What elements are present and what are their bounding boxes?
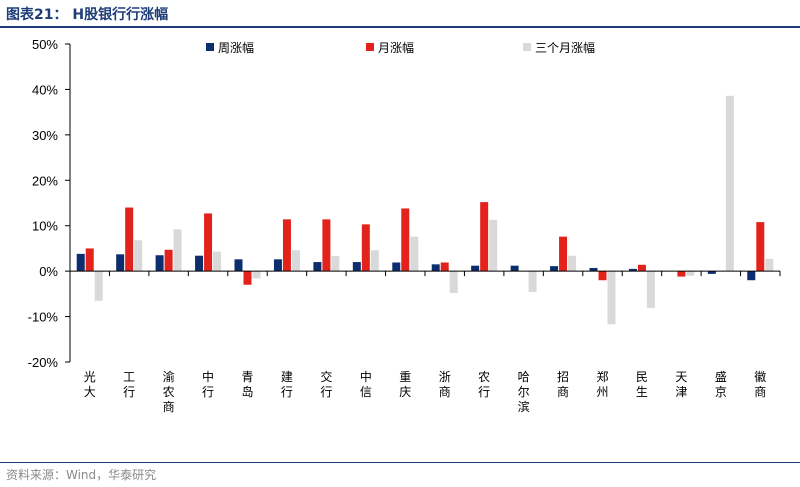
- category-label: 郑州: [596, 369, 608, 399]
- bar: [273, 259, 282, 272]
- category-label: 招商: [557, 370, 569, 399]
- legend-label: 周涨幅: [218, 40, 254, 55]
- bar: [568, 255, 577, 272]
- category-label: 哈尔滨: [518, 370, 530, 414]
- bar: [480, 202, 489, 272]
- category-label: 中行: [202, 369, 214, 399]
- category-label: 工行: [123, 370, 135, 399]
- y-tick-label: -10%: [28, 310, 59, 325]
- bar: [677, 271, 686, 277]
- bar: [125, 207, 134, 272]
- title-divider: [0, 26, 800, 28]
- category-label: 光大: [84, 370, 96, 399]
- bar: [686, 271, 695, 276]
- y-tick-label: 10%: [32, 219, 58, 234]
- bar: [747, 271, 756, 281]
- y-tick-label: -20%: [28, 355, 59, 370]
- category-label: 建行: [281, 370, 293, 399]
- bar: [598, 271, 607, 281]
- bar: [589, 267, 598, 272]
- bar: [155, 255, 164, 272]
- bar: [410, 236, 419, 272]
- bar: [431, 264, 440, 272]
- bar: [252, 271, 261, 279]
- bar: [489, 219, 498, 272]
- category-label: 徽商: [754, 369, 766, 399]
- bar: [528, 271, 537, 293]
- category-label: 渝农商: [163, 369, 175, 414]
- legend-swatch: [366, 43, 374, 51]
- bar: [370, 250, 379, 272]
- bar: [76, 253, 85, 272]
- bar: [134, 240, 143, 272]
- bar: [361, 224, 370, 272]
- y-tick-label: 50%: [32, 37, 58, 52]
- category-label: 民生: [636, 370, 648, 399]
- category-label: 青岛: [241, 370, 253, 399]
- bar: [243, 271, 252, 285]
- bar: [195, 255, 204, 272]
- category-label: 农行: [478, 370, 490, 399]
- bar: [234, 259, 243, 272]
- bar: [607, 271, 616, 325]
- category-label: 重庆: [399, 370, 411, 399]
- bar: [756, 222, 765, 272]
- bar: [646, 271, 655, 308]
- bar: [313, 262, 322, 272]
- legend-swatch: [523, 43, 531, 51]
- bar: [765, 258, 774, 272]
- bar: [628, 268, 637, 272]
- bar: [449, 271, 458, 293]
- y-tick-label: 30%: [32, 128, 58, 143]
- bar: [331, 256, 340, 272]
- y-tick-label: 40%: [32, 82, 58, 97]
- bar: [401, 208, 410, 272]
- bar: [637, 264, 646, 272]
- bar: [164, 249, 173, 272]
- title-bar: 图表21： H股银行行涨幅: [0, 0, 800, 26]
- bar: [282, 219, 291, 272]
- bar: [707, 271, 716, 274]
- bar: [471, 265, 480, 272]
- y-tick-label: 20%: [32, 173, 58, 188]
- bar: [213, 251, 222, 272]
- y-tick-label: 0%: [39, 264, 58, 279]
- footer-divider: [0, 462, 800, 463]
- legend-swatch: [206, 43, 214, 51]
- legend-label: 月涨幅: [378, 40, 414, 55]
- bar: [173, 229, 182, 272]
- bar: [725, 95, 734, 272]
- bar: [392, 262, 401, 272]
- bar: [510, 265, 519, 272]
- chart-title: 图表21： H股银行行涨幅: [6, 7, 169, 23]
- source-note: 资料来源：Wind，华泰研究: [6, 468, 157, 482]
- bar: [116, 254, 125, 272]
- category-label: 浙商: [439, 370, 451, 399]
- category-label: 中信: [360, 369, 372, 399]
- legend-label: 三个月涨幅: [535, 40, 595, 55]
- category-label: 交行: [320, 369, 332, 399]
- bar: [85, 248, 94, 272]
- bar: [440, 262, 449, 272]
- bar: [559, 236, 568, 272]
- category-label: 天津: [675, 370, 687, 399]
- bar: [550, 266, 559, 272]
- bar: [204, 213, 213, 272]
- bar: [291, 250, 300, 272]
- bar: [94, 271, 103, 301]
- category-label: 盛京: [715, 369, 727, 399]
- bar: [352, 262, 361, 272]
- bar: [322, 219, 331, 272]
